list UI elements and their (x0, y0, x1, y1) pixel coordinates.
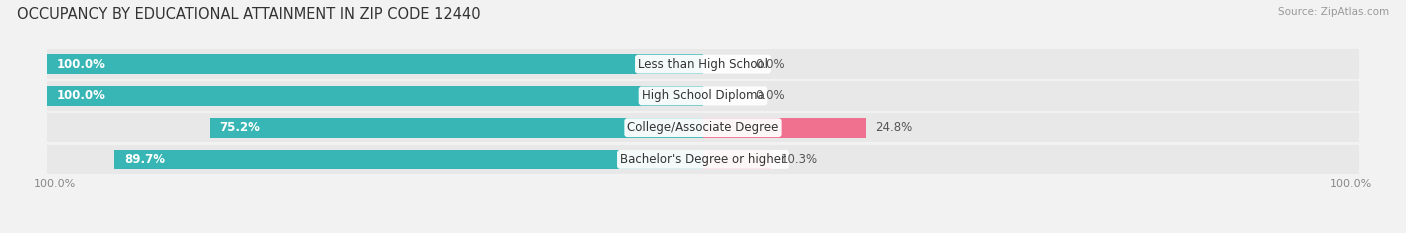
Text: 100.0%: 100.0% (56, 89, 105, 103)
Bar (703, 145, 1360, 174)
Bar (703, 81, 1360, 111)
Text: Source: ZipAtlas.com: Source: ZipAtlas.com (1278, 7, 1389, 17)
Text: 0.0%: 0.0% (755, 58, 785, 71)
Text: 24.8%: 24.8% (876, 121, 912, 134)
Text: 75.2%: 75.2% (219, 121, 260, 134)
Text: 100.0%: 100.0% (1330, 179, 1372, 189)
Bar (46, 54, 703, 74)
Text: 89.7%: 89.7% (124, 153, 166, 166)
Bar (703, 49, 1360, 79)
Bar (46, 81, 703, 111)
Text: 0.0%: 0.0% (755, 89, 785, 103)
Bar (114, 150, 703, 169)
Text: 100.0%: 100.0% (34, 179, 76, 189)
Bar (209, 118, 703, 137)
Bar (46, 49, 703, 79)
Text: Bachelor's Degree or higher: Bachelor's Degree or higher (620, 153, 786, 166)
Text: OCCUPANCY BY EDUCATIONAL ATTAINMENT IN ZIP CODE 12440: OCCUPANCY BY EDUCATIONAL ATTAINMENT IN Z… (17, 7, 481, 22)
Bar (46, 113, 703, 142)
Bar (46, 145, 703, 174)
Text: College/Associate Degree: College/Associate Degree (627, 121, 779, 134)
Text: 10.3%: 10.3% (780, 153, 817, 166)
Bar (703, 118, 866, 137)
Bar (46, 86, 703, 106)
Bar (703, 113, 1360, 142)
Text: Less than High School: Less than High School (638, 58, 768, 71)
Text: 100.0%: 100.0% (56, 58, 105, 71)
Text: High School Diploma: High School Diploma (641, 89, 765, 103)
Bar (703, 150, 770, 169)
